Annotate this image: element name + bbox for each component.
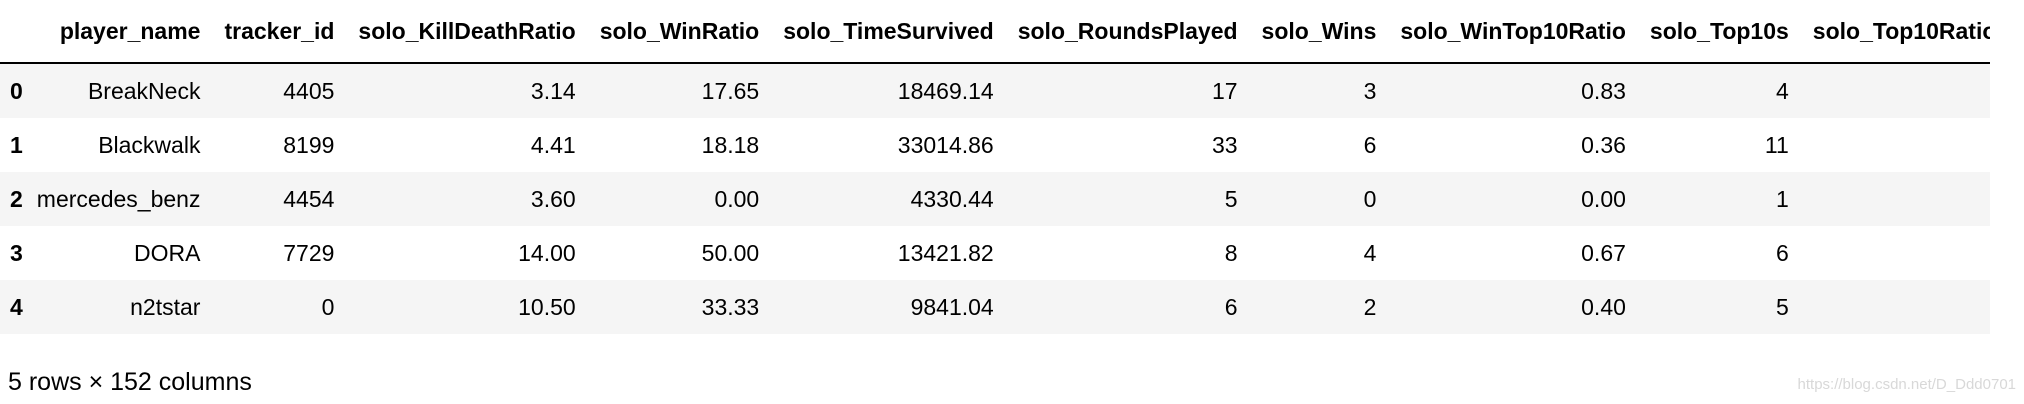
table-cell: 0.40 (1581, 293, 1626, 320)
table-cell: 10.50 (518, 293, 576, 320)
table-cell: 50.00 (701, 239, 760, 266)
table-cell: 4330.44 (910, 185, 994, 212)
table-cell: 4 (1776, 77, 1789, 104)
table-cell: 0.36 (1581, 131, 1626, 158)
table-cell: 0.00 (714, 185, 760, 212)
table-cell (1813, 172, 1990, 226)
table-cell: 18.18 (701, 131, 760, 158)
table-cell: 0.67 (1581, 239, 1626, 266)
table-row: 3 DORA 7729 14.00 50.00 13421.82 8 4 0.6… (0, 226, 1990, 280)
table-cell: 4 (1363, 239, 1377, 266)
table-cell: 11 (1764, 131, 1789, 158)
table-cell: 4454 (283, 185, 335, 212)
row-index: 1 (10, 131, 23, 158)
table-cell: 6 (1363, 131, 1377, 158)
table-cell (1813, 63, 1990, 118)
table-cell: n2tstar (130, 293, 201, 320)
table-cell: 6 (1224, 293, 1238, 320)
table-cell: 3 (1363, 77, 1377, 104)
table-cell: mercedes_benz (36, 185, 201, 212)
table-cell: 3.14 (530, 77, 576, 104)
column-header: solo_TimeSurvived (783, 0, 1018, 64)
table-row: 2 mercedes_benz 4454 3.60 0.00 4330.44 5… (0, 172, 1990, 226)
watermark-text: https://blog.csdn.net/D_Ddd0701 (1797, 376, 2016, 393)
table-cell: 4405 (283, 77, 335, 104)
table-cell: 5 (1224, 185, 1238, 212)
table-cell: 14.00 (518, 239, 576, 266)
table-cell: Blackwalk (98, 131, 201, 158)
row-index: 0 (10, 77, 23, 104)
row-index: 4 (10, 293, 23, 320)
table-cell: DORA (134, 239, 201, 266)
column-header: tracker_id (224, 0, 359, 64)
table-cell: BreakNeck (87, 77, 201, 104)
column-header: solo_WinRatio (599, 0, 784, 64)
table-cell: 0 (321, 293, 335, 320)
table-cell: 0.83 (1581, 77, 1626, 104)
table-cell: 8 (1224, 239, 1238, 266)
column-header: solo_Top10Ratio (1812, 0, 1990, 64)
dataframe-shape-caption: 5 rows × 152 columns (8, 368, 252, 396)
table-cell: 9841.04 (910, 293, 994, 320)
column-header: solo_Wins (1261, 0, 1401, 64)
table-cell (1813, 280, 1990, 334)
table-cell (1813, 118, 1990, 172)
table-cell: 2 (1363, 293, 1377, 320)
column-header: solo_KillDeathRatio (358, 0, 600, 64)
table-cell: 4.41 (530, 131, 576, 158)
table-cell: 5 (1776, 293, 1789, 320)
table-cell: 6 (1776, 239, 1789, 266)
header-row: player_name tracker_id solo_KillDeathRat… (0, 0, 1990, 64)
table-cell: 17.65 (701, 77, 760, 104)
table-cell: 17 (1211, 77, 1238, 104)
column-header: solo_WinTop10Ratio (1400, 0, 1650, 64)
dataframe-table: player_name tracker_id solo_KillDeathRat… (0, 0, 1990, 334)
table-cell: 33 (1211, 131, 1238, 158)
table-row: 1 Blackwalk 8199 4.41 18.18 33014.86 33 … (0, 118, 1990, 172)
table-cell: 18469.14 (897, 77, 994, 104)
table-row: 0 BreakNeck 4405 3.14 17.65 18469.14 17 … (0, 63, 1990, 118)
table-cell: 3.60 (530, 185, 576, 212)
table-cell: 8199 (283, 131, 335, 158)
table-cell: 33.33 (701, 293, 760, 320)
row-index: 2 (10, 185, 23, 212)
table-cell: 7729 (283, 239, 335, 266)
table-cell: 0 (1363, 185, 1377, 212)
table-row: 4 n2tstar 0 10.50 33.33 9841.04 6 2 0.40… (0, 280, 1990, 334)
table-cell (1813, 226, 1990, 280)
table-cell: 0.00 (1581, 185, 1626, 212)
row-index: 3 (10, 239, 23, 266)
index-header (0, 0, 37, 64)
column-header: solo_Top10s (1649, 0, 1813, 64)
table-cell: 1 (1776, 185, 1789, 212)
dataframe-output-area: player_name tracker_id solo_KillDeathRat… (0, 0, 1990, 334)
table-cell: 33014.86 (897, 131, 994, 158)
column-header: player_name (36, 0, 225, 64)
table-cell: 13421.82 (897, 239, 994, 266)
column-header: solo_RoundsPlayed (1017, 0, 1262, 64)
